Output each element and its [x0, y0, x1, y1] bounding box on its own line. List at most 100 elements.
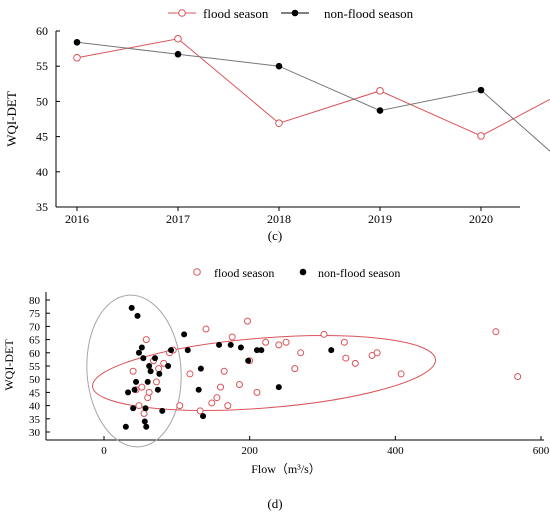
- legend-flood-marker: [178, 9, 186, 17]
- y-tick-label: 45: [29, 387, 41, 399]
- data-point-flood: [213, 394, 221, 402]
- data-point-flood: [340, 338, 348, 346]
- data-point-flood: [228, 333, 236, 341]
- data-point-nonflood: [200, 413, 207, 420]
- data-point-flood: [186, 370, 194, 378]
- data-point-flood: [282, 338, 290, 346]
- data-point-flood: [351, 359, 359, 367]
- x-tick-label: 2019: [368, 212, 392, 226]
- y-tick-label: 65: [29, 335, 41, 347]
- data-point-flood: [320, 330, 328, 338]
- x-axis-label: Flow（m³/s）: [251, 462, 321, 476]
- data-point-nonflood: [168, 347, 175, 354]
- data-point-flood: [243, 317, 251, 325]
- data-point-nonflood: [227, 341, 234, 348]
- y-tick-label: 55: [36, 59, 48, 73]
- y-tick-label: 60: [36, 24, 48, 38]
- series-line-nonflood: [76, 41, 550, 152]
- x-tick-label: 200: [241, 445, 258, 457]
- data-point-flood: [376, 87, 384, 95]
- data-point-flood: [73, 53, 81, 62]
- data-point-nonflood: [141, 418, 148, 425]
- y-tick-label: 50: [29, 374, 41, 386]
- data-point-flood: [397, 370, 405, 378]
- y-tick-label: 60: [29, 348, 41, 360]
- data-point-nonflood: [237, 344, 244, 351]
- data-point-flood: [174, 34, 182, 43]
- line-chart-panel: flood season non-flood season WQI-DET 35…: [4, 6, 550, 243]
- data-point-nonflood: [128, 304, 135, 311]
- data-point-nonflood: [253, 347, 260, 354]
- y-tick-label: 40: [36, 165, 48, 179]
- data-point-flood: [297, 349, 305, 357]
- series-line-flood: [76, 38, 550, 137]
- data-point-flood: [138, 383, 146, 391]
- data-point-nonflood: [195, 386, 202, 393]
- data-point-nonflood: [73, 38, 81, 46]
- data-point-flood: [275, 341, 283, 349]
- non-flood-cluster-ellipse: [86, 294, 182, 448]
- data-point-flood: [342, 354, 350, 362]
- data-point-flood: [135, 402, 143, 410]
- y-tick-label: 35: [36, 200, 48, 214]
- data-point-nonflood: [245, 357, 252, 364]
- data-point-flood: [291, 365, 299, 373]
- data-point-flood: [253, 388, 261, 396]
- data-point-nonflood: [130, 405, 137, 412]
- y-tick-label: 75: [29, 308, 41, 320]
- x-tick-label: 2020: [469, 212, 493, 226]
- data-point-nonflood: [135, 349, 142, 356]
- data-point-flood: [208, 399, 216, 407]
- flood-cluster-ellipse: [92, 335, 436, 411]
- data-point-flood: [145, 388, 153, 396]
- scatter-chart-panel: flood season non-flood season WQI-DET Fl…: [2, 266, 550, 511]
- y-tick-label: 45: [36, 130, 48, 144]
- data-point-flood: [129, 367, 137, 375]
- data-point-flood: [275, 119, 283, 128]
- data-point-nonflood: [138, 344, 145, 351]
- data-point-flood: [142, 336, 150, 344]
- y-axis-label: WQI-DET: [2, 339, 16, 391]
- data-point-nonflood: [258, 347, 265, 354]
- x-tick-label: 400: [387, 445, 404, 457]
- data-point-flood: [202, 325, 210, 333]
- legend-nonflood-label: non-flood season: [318, 266, 400, 280]
- data-point-nonflood: [328, 347, 335, 354]
- data-point-nonflood: [142, 405, 149, 412]
- y-tick-label: 50: [36, 94, 48, 108]
- legend-flood-marker: [193, 268, 201, 276]
- legend-flood-label: flood season: [214, 266, 274, 280]
- data-point-nonflood: [151, 355, 158, 362]
- data-point-flood: [514, 373, 522, 381]
- data-point-flood: [373, 349, 381, 357]
- data-point-flood: [220, 367, 228, 375]
- y-axis-label: WQI-DET: [4, 91, 19, 147]
- data-point-flood: [262, 338, 270, 346]
- panel-label-d: (d): [267, 496, 282, 511]
- y-tick-label: 35: [29, 414, 41, 426]
- data-point-flood: [152, 378, 160, 386]
- data-point-nonflood: [181, 331, 188, 338]
- data-point-nonflood: [275, 384, 282, 391]
- data-point-nonflood: [131, 386, 138, 393]
- data-point-nonflood: [156, 370, 163, 377]
- data-point-nonflood: [174, 50, 182, 58]
- legend: flood season non-flood season: [168, 6, 414, 21]
- x-tick-label: 0: [101, 445, 107, 457]
- data-point-nonflood: [165, 363, 172, 369]
- data-point-nonflood: [184, 347, 191, 354]
- legend: flood season non-flood season: [193, 266, 400, 280]
- data-point-flood: [477, 132, 485, 140]
- legend-nonflood-label: non-flood season: [324, 6, 414, 21]
- y-tick-label: 80: [29, 295, 41, 307]
- y-tick-label: 70: [29, 321, 41, 333]
- data-point-nonflood: [197, 365, 204, 372]
- y-tick-label: 30: [29, 427, 41, 439]
- data-point-flood: [492, 328, 500, 336]
- panel-label-c: (c): [268, 228, 282, 243]
- data-point-nonflood: [159, 407, 166, 414]
- x-tick-label: 2018: [267, 212, 291, 226]
- data-point-flood: [224, 402, 232, 410]
- x-tick-label: 600: [533, 445, 550, 457]
